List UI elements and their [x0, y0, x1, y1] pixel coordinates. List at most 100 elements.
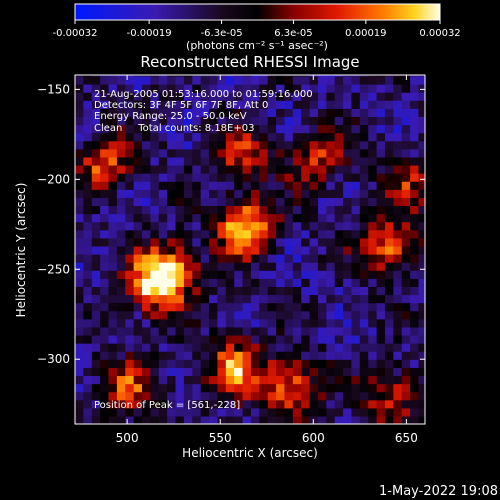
heatmap-cell — [167, 391, 177, 401]
heatmap-cell — [276, 302, 286, 312]
heatmap-cell — [418, 399, 425, 409]
heatmap-cell — [276, 140, 286, 150]
heatmap-cell — [83, 221, 93, 231]
heatmap-cell — [116, 367, 126, 377]
heatmap-cell — [334, 92, 344, 101]
heatmap-cell — [276, 391, 286, 401]
heatmap-cell — [200, 140, 210, 150]
heatmap-cell — [368, 116, 378, 126]
heatmap-cell — [209, 302, 219, 312]
heatmap-cell — [217, 148, 227, 158]
heatmap-cell — [309, 92, 319, 101]
heatmap-cell — [142, 75, 151, 85]
heatmap-cell — [259, 310, 269, 320]
heatmap-cell — [125, 197, 135, 207]
heatmap-cell — [217, 318, 227, 328]
heatmap-cell — [334, 132, 344, 142]
heatmap-cell — [376, 286, 386, 296]
heatmap-cell — [217, 108, 227, 117]
heatmap-cell — [334, 237, 344, 247]
heatmap-cell — [242, 148, 252, 158]
heatmap-cell — [301, 367, 311, 377]
heatmap-cell — [376, 83, 386, 93]
heatmap-cell — [100, 399, 110, 409]
heatmap-cell — [359, 399, 369, 409]
heatmap-cell — [309, 100, 319, 109]
y-tick-label: −250 — [37, 262, 70, 276]
heatmap-cell — [175, 254, 185, 263]
heatmap-cell — [234, 189, 244, 198]
heatmap-cell — [91, 164, 101, 174]
heatmap-cell — [142, 213, 151, 223]
heatmap-cell — [410, 189, 420, 198]
heatmap-cell — [410, 148, 420, 158]
heatmap-cell — [284, 75, 294, 77]
heatmap-cell — [359, 262, 369, 271]
heatmap-cell — [334, 326, 344, 336]
heatmap-cell — [418, 254, 425, 263]
x-tick-label: 650 — [395, 431, 418, 445]
heatmap-cell — [250, 245, 260, 255]
heatmap-cell — [393, 359, 403, 368]
heatmap-cell — [192, 108, 202, 117]
heatmap-cell — [83, 237, 93, 247]
heatmap-cell — [175, 278, 185, 287]
heatmap-cell — [351, 254, 361, 263]
heatmap-cell — [116, 156, 126, 166]
heatmap-cell — [150, 237, 160, 247]
heatmap-cell — [75, 181, 84, 190]
heatmap-cell — [200, 343, 210, 352]
heatmap-cell — [108, 278, 118, 287]
heatmap-cell — [393, 270, 403, 279]
heatmap-cell — [234, 318, 244, 328]
heatmap-cell — [359, 83, 369, 93]
heatmap-cell — [326, 270, 336, 279]
heatmap-cell — [393, 83, 403, 93]
heatmap-cell — [376, 132, 386, 142]
heatmap-cell — [301, 334, 311, 344]
heatmap-cell — [276, 221, 286, 231]
heatmap-cell — [343, 326, 353, 336]
heatmap-cell — [225, 367, 235, 377]
heatmap-cell — [116, 415, 126, 424]
heatmap-cell — [209, 181, 219, 190]
heatmap-cell — [167, 351, 177, 360]
heatmap-cell — [116, 75, 126, 85]
heatmap-cell — [225, 148, 235, 158]
heatmap-cell — [183, 75, 193, 77]
heatmap-cell — [125, 237, 135, 247]
heatmap-cell — [418, 116, 425, 126]
heatmap-cell — [376, 189, 386, 198]
heatmap-cell — [217, 245, 227, 255]
heatmap-cell — [309, 262, 319, 271]
heatmap-cell — [91, 415, 101, 424]
heatmap-cell — [225, 415, 235, 424]
heatmap-cell — [83, 148, 93, 158]
heatmap-cell — [125, 100, 135, 109]
heatmap-cell — [334, 399, 344, 409]
heatmap-cell — [343, 367, 353, 377]
heatmap-cell — [376, 318, 386, 328]
heatmap-cell — [384, 254, 394, 263]
heatmap-cell — [418, 140, 425, 150]
heatmap-cell — [284, 294, 294, 304]
heatmap-cell — [259, 254, 269, 263]
heatmap-cell — [192, 375, 202, 385]
heatmap-cell — [167, 164, 177, 174]
heatmap-cell — [116, 262, 126, 271]
heatmap-cell — [116, 294, 126, 304]
heatmap-cell — [175, 189, 185, 198]
heatmap-cell — [75, 302, 84, 312]
heatmap-cell — [183, 278, 193, 287]
heatmap-cell — [301, 181, 311, 190]
heatmap-cell — [83, 156, 93, 166]
colorbar-units: (photons cm⁻² s⁻¹ asec⁻²) — [186, 39, 328, 52]
heatmap-cell — [317, 245, 327, 255]
heatmap-cell — [133, 278, 143, 287]
heatmap-cell — [368, 132, 378, 142]
heatmap-cell — [200, 229, 210, 239]
heatmap-cell — [250, 318, 260, 328]
heatmap-cell — [284, 351, 294, 360]
heatmap-cell — [125, 262, 135, 271]
heatmap-cell — [158, 367, 168, 377]
